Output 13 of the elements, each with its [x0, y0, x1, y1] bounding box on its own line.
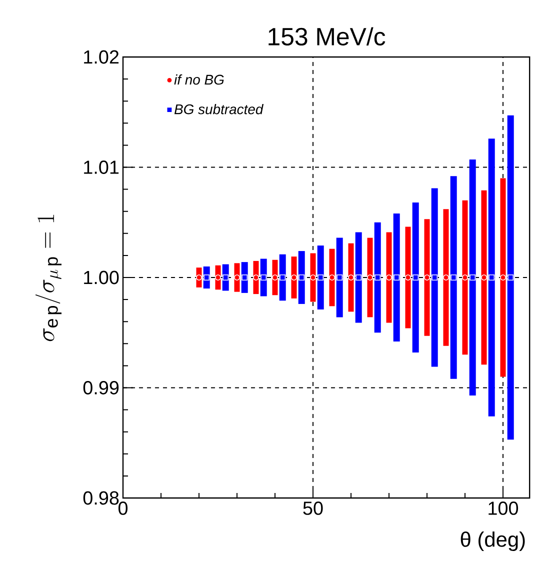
x-tick-label: 50	[303, 502, 323, 515]
y-tick-label: 1.01	[84, 160, 119, 174]
y-tick-label: 1.02	[84, 50, 119, 64]
y-axis-title: $\sigma_{\mathrm{e\,p}}/\sigma_{\mu\,\mathrm{p}} = 1$	[35, 214, 62, 342]
x-tick-label: 100	[488, 502, 518, 515]
y-tick-label: 0.99	[83, 381, 119, 394]
legend-label: BG subtracted	[174, 104, 264, 114]
chart-title: 153 MeV/c	[268, 27, 386, 46]
x-axis-title: θ (deg)	[460, 532, 525, 552]
y-tick-label: 0.98	[83, 491, 119, 505]
x-tick-label: 0	[118, 502, 128, 515]
y-tick-label: 1.00	[84, 270, 119, 284]
legend-label: if no BG	[174, 74, 224, 85]
